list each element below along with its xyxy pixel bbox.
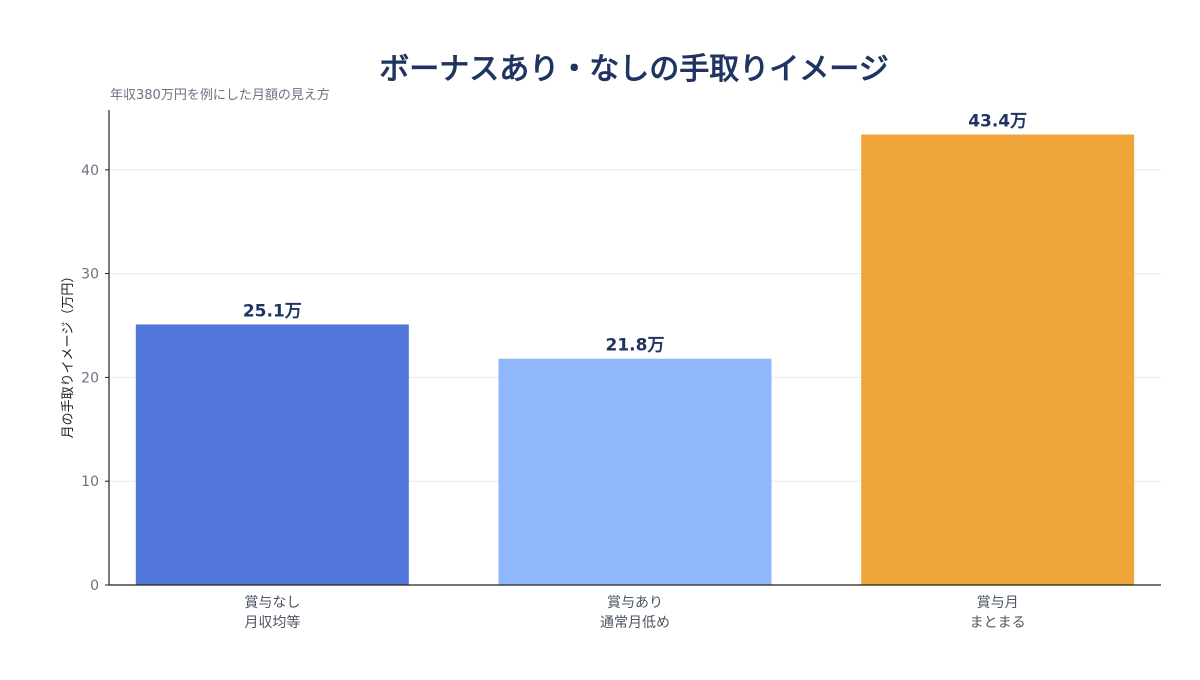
x-tick-label: 月収均等	[244, 614, 300, 631]
x-tick-label: 賞与月	[977, 595, 1019, 611]
y-tick-labels: 0 10 20 30 40	[81, 163, 109, 594]
bar-value-label: 25.1万	[243, 301, 302, 321]
value-labels: 25.1万 21.8万 43.4万	[243, 112, 1027, 356]
bar	[135, 324, 409, 585]
bar-value-label: 43.4万	[968, 112, 1027, 132]
chart-subtitle: 年収380万円を例にした月額の見え方	[110, 87, 330, 103]
y-tick-label: 10	[81, 474, 99, 490]
y-axis-label: 月の手取りイメージ（万円）	[61, 270, 76, 439]
axes	[108, 110, 1161, 586]
bar	[498, 358, 772, 585]
x-tick-label: 通常月低め	[600, 615, 670, 631]
x-tick-label: まとまる	[970, 615, 1026, 631]
x-tick-label: 賞与なし	[244, 595, 300, 611]
x-tick-label: 賞与あり	[607, 595, 663, 611]
y-tick-label: 40	[81, 163, 99, 179]
y-tick-label: 30	[81, 267, 99, 283]
chart-title: ボーナスあり・なしの手取りイメージ	[379, 52, 888, 87]
bar-value-label: 21.8万	[606, 336, 665, 356]
bars	[135, 134, 1135, 585]
y-tick-label: 20	[81, 370, 99, 386]
y-tick-label: 0	[90, 578, 99, 594]
bar	[861, 134, 1135, 585]
